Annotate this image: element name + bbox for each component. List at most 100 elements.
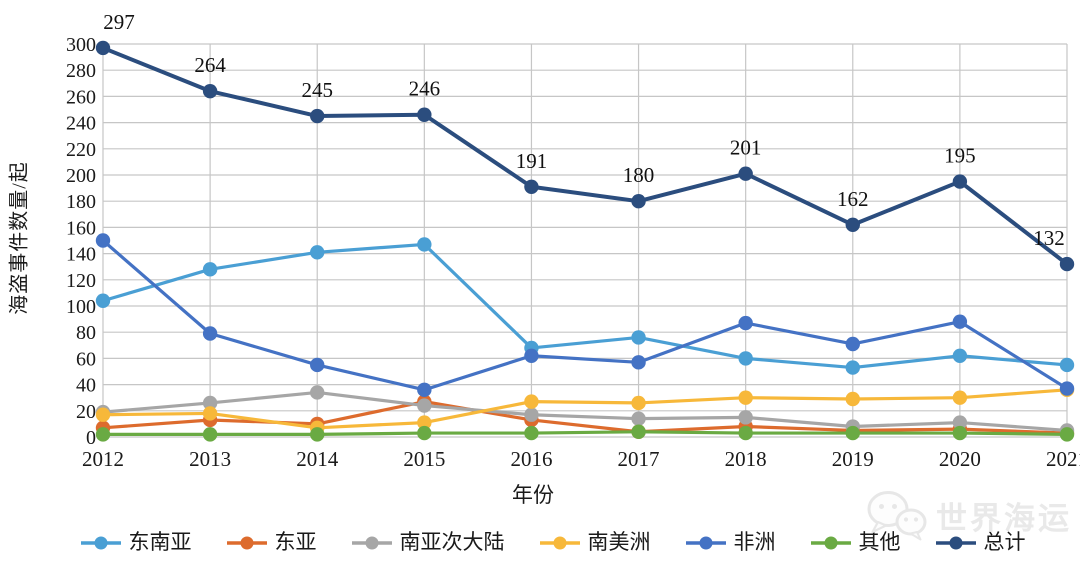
legend-item-6: 总计 <box>935 532 1026 553</box>
svg-text:180: 180 <box>66 191 96 213</box>
gridlines <box>102 43 1068 438</box>
data-point <box>952 314 968 329</box>
series-line-0 <box>95 237 1075 375</box>
data-point <box>738 315 753 331</box>
legend-marker-icon <box>80 536 121 549</box>
svg-text:191: 191 <box>516 149 548 173</box>
data-point <box>952 390 968 405</box>
svg-text:246: 246 <box>409 77 441 101</box>
svg-text:162: 162 <box>837 187 869 211</box>
svg-text:264: 264 <box>194 53 226 77</box>
svg-text:220: 220 <box>66 139 96 161</box>
data-point <box>417 415 432 430</box>
svg-text:2013: 2013 <box>189 447 231 471</box>
data-point <box>952 174 968 189</box>
data-point <box>845 217 860 232</box>
legend-item-0: 东南亚 <box>80 532 192 553</box>
data-point <box>952 348 968 363</box>
data-point <box>952 415 968 430</box>
svg-text:160: 160 <box>66 217 96 239</box>
x-axis-title: 年份 <box>512 483 554 507</box>
data-point <box>845 360 860 375</box>
svg-text:2015: 2015 <box>403 447 445 471</box>
svg-text:60: 60 <box>76 348 96 370</box>
data-point <box>202 395 218 411</box>
data-point <box>310 427 325 442</box>
data-point <box>738 166 753 181</box>
legend-label: 南美洲 <box>587 530 651 554</box>
data-point <box>738 410 753 425</box>
y-axis-tick-labels: 0 20 40 60 80 100 120 140 160 180 200 220 240 260 280 3… <box>66 34 96 449</box>
legend-item-1: 东亚 <box>226 532 317 553</box>
data-point <box>1059 256 1075 272</box>
data-point <box>631 424 646 439</box>
data-point <box>310 357 325 373</box>
svg-text:200: 200 <box>66 165 96 187</box>
svg-text:260: 260 <box>66 86 96 108</box>
data-point <box>524 348 539 363</box>
svg-text:2014: 2014 <box>296 447 339 471</box>
legend-marker-icon <box>226 536 267 549</box>
data-point <box>524 407 539 422</box>
svg-text:240: 240 <box>66 113 96 135</box>
chart-legend: 东南亚 东亚 南亚次大陆 南美洲 非洲 其他 总计 <box>40 532 1065 553</box>
svg-text:195: 195 <box>944 144 976 168</box>
legend-item-4: 非洲 <box>685 532 776 553</box>
data-point <box>524 425 539 441</box>
svg-text:297: 297 <box>103 10 135 34</box>
svg-text:2020: 2020 <box>939 447 981 471</box>
legend-label: 南亚次大陆 <box>399 530 505 554</box>
legend-item-3: 南美洲 <box>539 532 651 553</box>
data-point <box>952 425 968 441</box>
data-point <box>631 411 646 426</box>
data-point <box>524 179 539 194</box>
legend-marker-icon <box>810 536 851 549</box>
svg-text:180: 180 <box>623 163 655 187</box>
data-point <box>202 262 218 277</box>
series-line-6 <box>95 40 1075 272</box>
data-point <box>845 391 860 407</box>
svg-text:0: 0 <box>86 427 96 449</box>
legend-label: 东南亚 <box>128 530 192 554</box>
data-point <box>1059 381 1075 396</box>
data-point <box>845 425 860 441</box>
legend-item-5: 其他 <box>810 532 901 553</box>
data-point <box>202 326 218 341</box>
legend-marker-icon <box>935 536 976 549</box>
svg-text:132: 132 <box>1033 226 1065 250</box>
data-point <box>95 427 111 442</box>
data-point <box>202 427 218 442</box>
plot-area: 0 20 40 60 80 100 120 140 160 180 200 220 240 260 280 3… <box>66 10 1080 471</box>
legend-label: 非洲 <box>733 530 776 554</box>
data-point <box>1059 357 1075 373</box>
data-point <box>631 194 646 209</box>
data-point <box>631 355 646 370</box>
svg-text:80: 80 <box>76 322 96 344</box>
data-point <box>631 395 646 411</box>
data-point <box>417 107 432 122</box>
svg-text:2019: 2019 <box>832 447 874 471</box>
data-point <box>417 237 432 252</box>
x-axis-tick-labels: 2012 2013 2014 2015 2016 2017 2018 2019 2020 2021 <box>82 447 1080 471</box>
data-point <box>202 406 218 421</box>
data-point <box>738 351 753 366</box>
data-point <box>95 293 111 308</box>
data-point <box>738 425 753 441</box>
data-point <box>738 390 753 405</box>
data-point <box>95 407 111 422</box>
legend-label: 东亚 <box>274 530 317 554</box>
svg-text:120: 120 <box>66 270 96 292</box>
svg-text:280: 280 <box>66 60 96 82</box>
data-point <box>417 425 432 441</box>
legend-label: 总计 <box>983 530 1026 554</box>
data-point <box>310 385 325 400</box>
svg-text:2021: 2021 <box>1046 447 1080 471</box>
data-point <box>310 108 325 124</box>
data-point <box>95 233 111 248</box>
total-data-labels: 297 264 245 246 191 180 201 162 195 132 <box>103 10 1065 250</box>
svg-text:245: 245 <box>301 78 333 102</box>
svg-text:140: 140 <box>66 244 96 266</box>
legend-marker-icon <box>685 536 726 549</box>
data-point <box>310 245 325 260</box>
